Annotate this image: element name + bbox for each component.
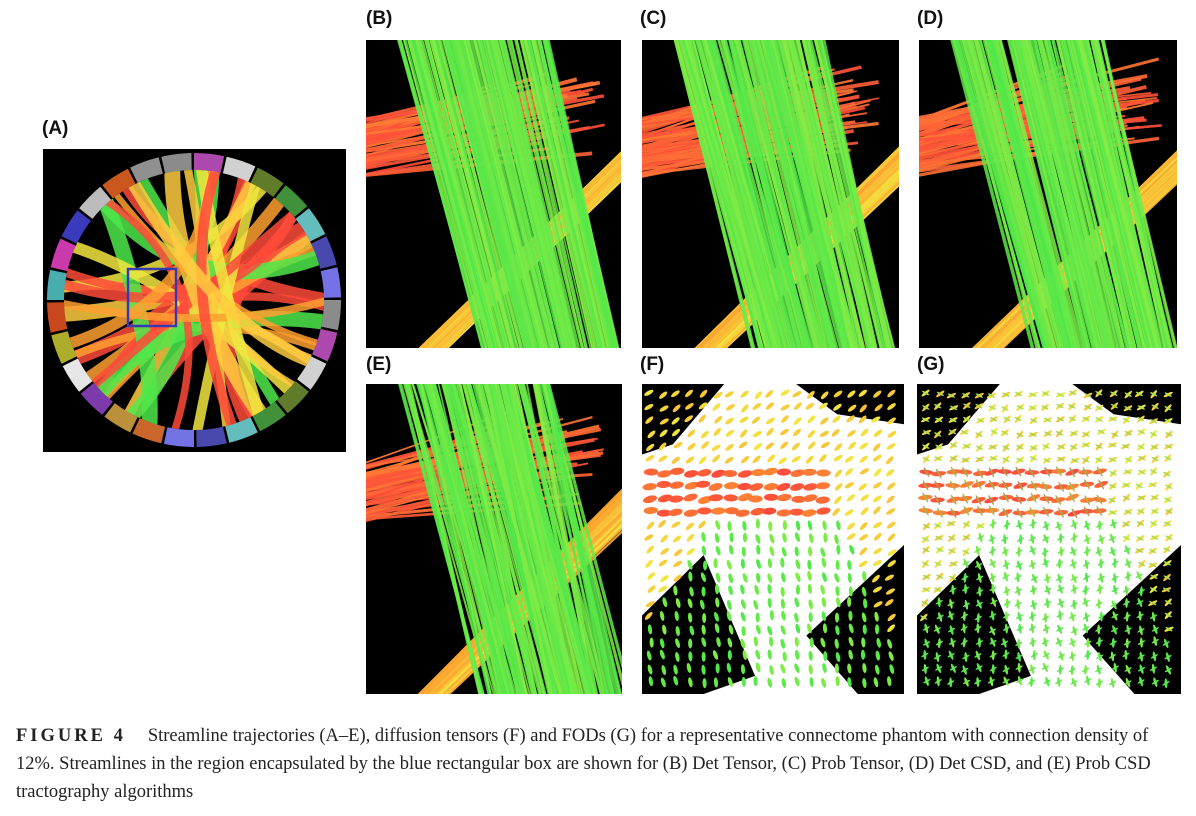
panel-label-g: (G): [917, 354, 945, 375]
streamline-image-e: [366, 384, 622, 694]
fod-glyph-image: [917, 384, 1181, 694]
panel-label-b: (B): [366, 8, 393, 29]
panel-a-phantom: [43, 149, 346, 452]
panel-b-streamlines: [366, 40, 621, 348]
tensor-glyph-image: [642, 384, 904, 694]
streamline-image-c: [642, 40, 899, 348]
panel-g-fods: [917, 384, 1181, 694]
figure-caption: FIGURE 4 Streamline trajectories (A–E), d…: [16, 722, 1186, 806]
streamline-image-d: [919, 40, 1177, 348]
panel-f-tensors: [642, 384, 904, 694]
panel-label-a: (A): [42, 118, 69, 139]
panel-e-streamlines: [366, 384, 622, 694]
caption-text: Streamline trajectories (A–E), diffusion…: [16, 726, 1151, 802]
phantom-image: [46, 152, 342, 448]
panel-label-d: (D): [917, 8, 944, 29]
figure-number: FIGURE 4: [16, 726, 126, 746]
panel-label-e: (E): [366, 354, 392, 375]
streamline-image-b: [366, 40, 621, 348]
panel-c-streamlines: [642, 40, 899, 348]
panel-label-f: (F): [640, 354, 665, 375]
panel-d-streamlines: [919, 40, 1177, 348]
panel-label-c: (C): [640, 8, 667, 29]
